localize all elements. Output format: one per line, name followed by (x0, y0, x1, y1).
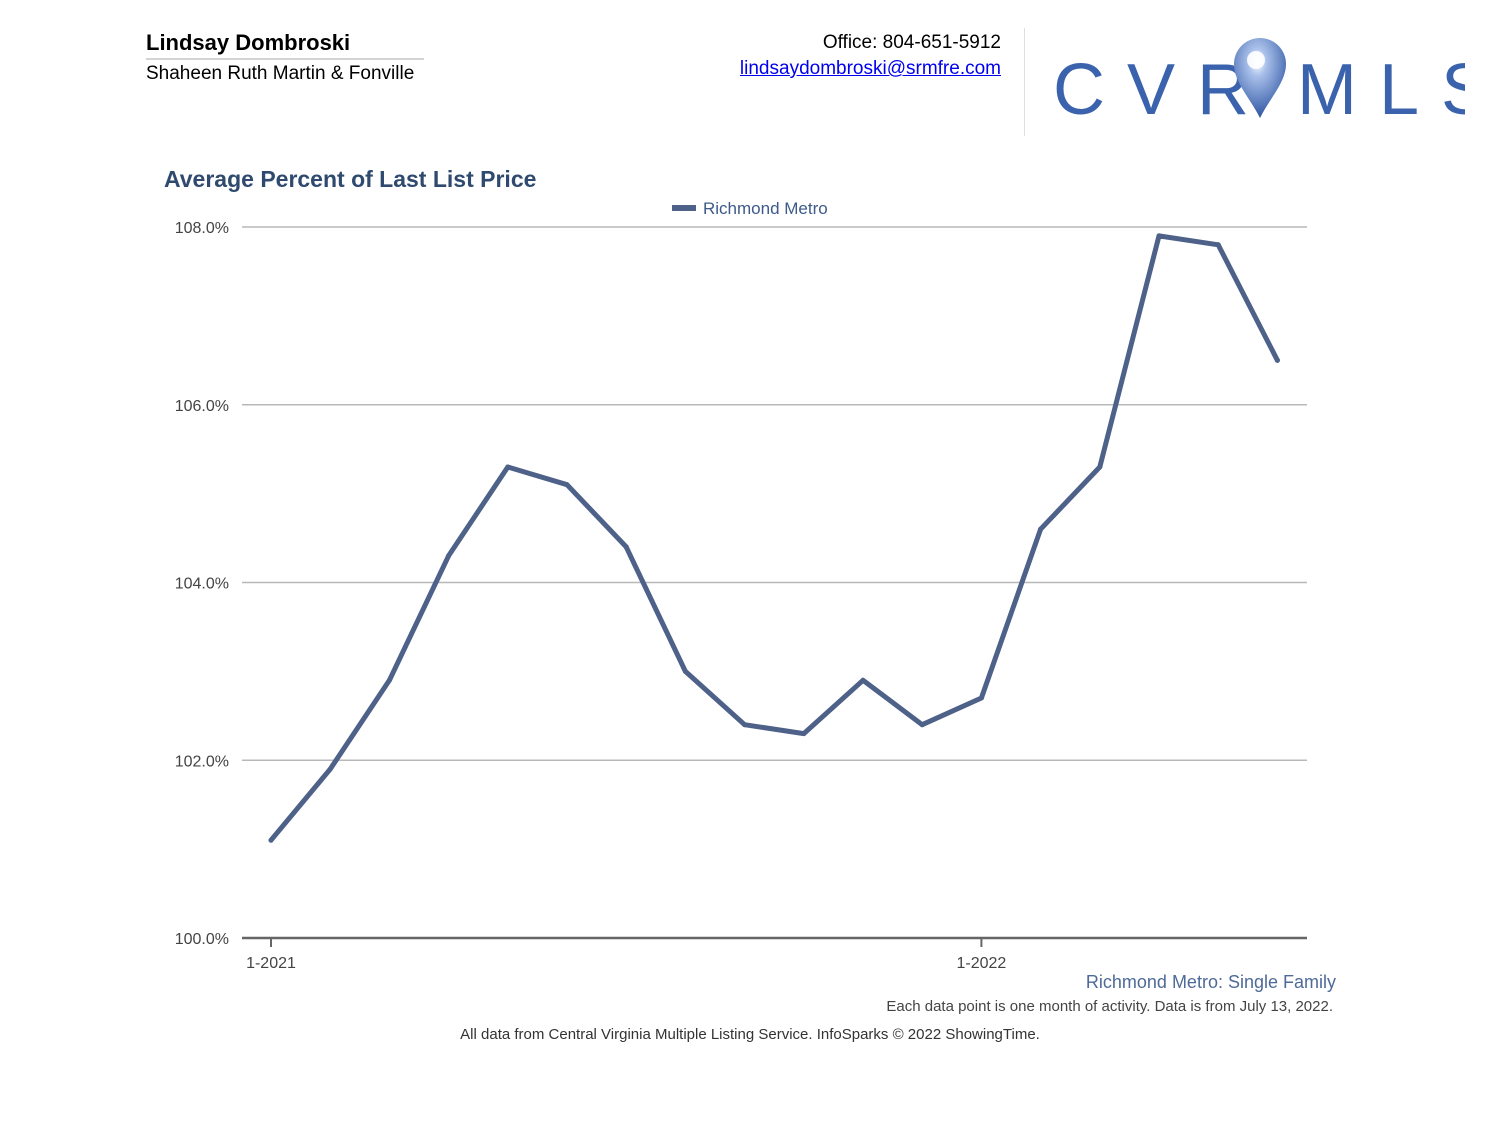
data-point (327, 766, 333, 772)
y-tick-label: 100.0% (175, 931, 229, 948)
data-point (268, 837, 274, 843)
data-point (1038, 526, 1044, 532)
y-tick-label: 106.0% (175, 398, 229, 415)
y-tick-label: 108.0% (175, 220, 229, 237)
office-phone: Office: 804-651-5912 (822, 32, 1001, 53)
data-point (860, 677, 866, 683)
data-point (742, 722, 748, 728)
data-point (446, 553, 452, 559)
data-point (1156, 233, 1162, 239)
chart-title: Average Percent of Last List Price (164, 166, 537, 192)
legend[interactable]: Richmond Metro (672, 199, 828, 218)
map-pin-icon (1234, 38, 1286, 118)
legend-label-richmond-metro: Richmond Metro (703, 199, 828, 218)
logo-letters-left: CVR (1053, 50, 1271, 130)
x-axis-ticks: 1-2021 1-2022 (246, 938, 1006, 972)
legend-swatch-richmond-metro (672, 205, 696, 211)
y-tick-label: 104.0% (175, 576, 229, 593)
data-point (623, 544, 629, 550)
agent-name-underline (146, 58, 424, 60)
agent-company: Shaheen Ruth Martin & Fonville (146, 63, 415, 84)
data-point (919, 722, 925, 728)
logo-letters-right: MLS (1297, 50, 1465, 130)
series-layer (268, 233, 1280, 843)
data-point (978, 695, 984, 701)
y-tick-label: 102.0% (175, 753, 229, 770)
data-source: All data from Central Virginia Multiple … (460, 1026, 1040, 1043)
data-point (801, 731, 807, 737)
data-point (1215, 242, 1221, 248)
header-divider (1024, 28, 1025, 136)
x-tick-label: 1-2022 (956, 955, 1006, 972)
series-caption: Richmond Metro: Single Family (1085, 972, 1336, 992)
agent-name: Lindsay Dombroski (146, 30, 351, 55)
gridlines (242, 226, 1307, 761)
data-note: Each data point is one month of activity… (886, 998, 1333, 1015)
email-link[interactable]: lindsaydombroski@srmfre.com (739, 58, 1001, 79)
series-line-richmond-metro (268, 233, 1280, 843)
y-axis-ticks: 100.0% 102.0% 104.0% 106.0% 108.0% (175, 220, 229, 948)
data-point (564, 482, 570, 488)
x-tick-label: 1-2021 (246, 955, 296, 972)
cvrmls-logo: CVR MLS (1053, 38, 1465, 130)
data-point (682, 668, 688, 674)
data-point (505, 464, 511, 470)
data-point (1097, 464, 1103, 470)
data-point (386, 677, 392, 683)
data-point (1274, 357, 1280, 363)
